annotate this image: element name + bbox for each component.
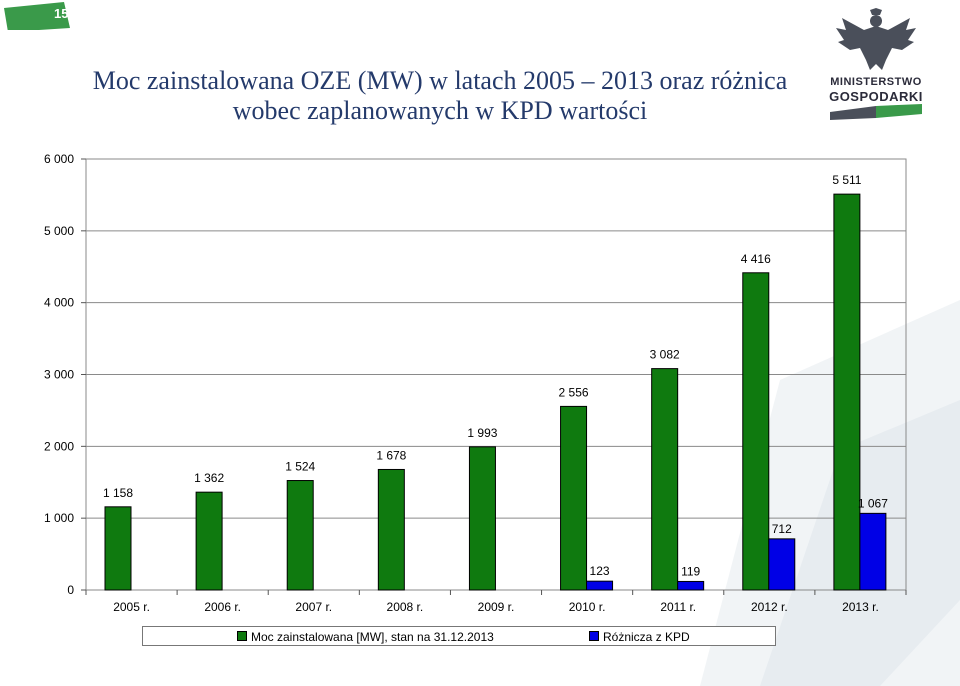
y-tick-label: 6 000	[44, 152, 74, 166]
bar-series-1	[377, 468, 405, 591]
title-line-2: wobec zaplanowanych w KPD wartości	[232, 96, 648, 125]
data-label-series-1: 5 511	[832, 173, 861, 187]
data-label-series-1: 1 993	[467, 426, 497, 440]
page-number: 15	[54, 6, 69, 21]
data-label-series-2: 119	[681, 564, 700, 578]
chart-legend: Moc zainstalowana [MW], stan na 31.12.20…	[142, 626, 776, 646]
slide-title: Moc zainstalowana OZE (MW) w latach 2005…	[60, 66, 820, 126]
y-tick-label: 4 000	[44, 296, 74, 310]
legend-swatch-series-1	[237, 631, 247, 641]
legend-label-series-1: Moc zainstalowana [MW], stan na 31.12.20…	[251, 630, 494, 644]
bar-series-2	[768, 538, 796, 591]
data-label-series-2: 123	[590, 564, 610, 578]
x-tick-label: 2010 r.	[569, 600, 606, 614]
bar-series-1	[742, 272, 770, 591]
y-tick-label: 0	[67, 583, 74, 597]
data-label-series-2: 1 067	[858, 496, 888, 510]
bar-series-1	[104, 506, 132, 591]
data-label-series-2: 712	[772, 522, 792, 536]
y-tick-label: 3 000	[44, 368, 74, 382]
bar-series-2	[859, 512, 887, 591]
bar-series-2	[586, 580, 614, 591]
bar-series-1	[468, 446, 496, 591]
x-tick-label: 2005 r.	[113, 600, 150, 614]
x-tick-label: 2008 r.	[387, 600, 424, 614]
data-label-series-1: 1 678	[376, 448, 406, 462]
x-tick-label: 2007 r.	[295, 600, 332, 614]
legend-item-series-1: Moc zainstalowana [MW], stan na 31.12.20…	[237, 630, 494, 644]
bar-series-1	[651, 368, 679, 591]
ministry-logo: MINISTERSTWO GOSPODARKI	[826, 8, 926, 120]
data-label-series-1: 1 158	[103, 486, 133, 500]
chart-bars	[104, 193, 887, 591]
y-tick-label: 5 000	[44, 224, 74, 238]
logo-text-line-2: GOSPODARKI	[829, 89, 923, 104]
bar-series-1	[195, 491, 223, 591]
legend-item-series-2: Różnicza z KPD	[589, 630, 690, 644]
data-labels: 1 158 1 362 1 524 1 678 1 993 2 556 3 082 4 416…	[103, 173, 888, 578]
x-tick-label: 2009 r.	[478, 600, 515, 614]
y-tick-label: 1 000	[44, 511, 74, 525]
data-label-series-1: 2 556	[559, 385, 589, 399]
eagle-emblem-icon	[836, 8, 916, 70]
bar-series-1	[833, 193, 861, 591]
title-line-1: Moc zainstalowana OZE (MW) w latach 2005…	[92, 66, 788, 95]
x-tick-label: 2012 r.	[751, 600, 788, 614]
data-label-series-1: 4 416	[741, 252, 771, 266]
y-axis-ticks: 0 1 000 2 000 3 000 4 000 5 000 6 000	[44, 152, 74, 597]
x-tick-label: 2011 r.	[660, 600, 696, 614]
data-label-series-1: 1 524	[285, 460, 315, 474]
bar-series-2	[677, 580, 705, 591]
logo-stripes	[830, 104, 922, 120]
x-axis-ticks: 2005 r. 2006 r. 2007 r. 2008 r. 2009 r. 2010 …	[113, 600, 879, 614]
bar-series-1	[560, 405, 588, 591]
x-tick-label: 2006 r.	[204, 600, 241, 614]
logo-text-line-1: MINISTERSTWO	[830, 76, 922, 88]
data-label-series-1: 1 362	[194, 471, 224, 485]
y-tick-label: 2 000	[44, 439, 74, 453]
data-label-series-1: 3 082	[650, 348, 680, 362]
x-tick-label: 2013 r.	[842, 600, 879, 614]
chart-grid	[81, 158, 907, 595]
page-number-badge: 15	[4, 2, 74, 32]
legend-swatch-series-2	[589, 631, 599, 641]
bar-series-1	[286, 480, 314, 591]
legend-label-series-2: Różnicza z KPD	[603, 630, 690, 644]
